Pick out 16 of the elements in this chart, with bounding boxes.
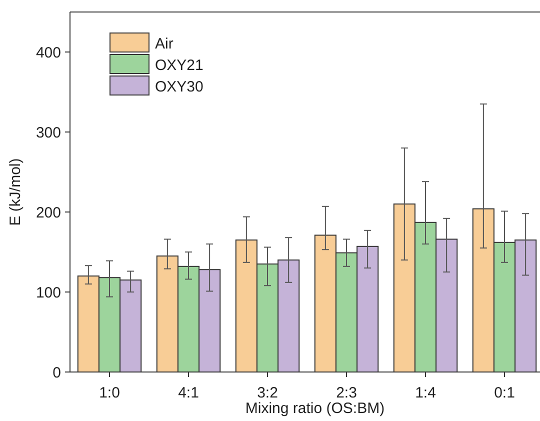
x-tick-label: 4:1 [178, 384, 199, 402]
y-tick-label: 0 [52, 364, 61, 382]
legend-label: OXY30 [155, 78, 204, 96]
x-axis-title: Mixing ratio (OS:BM) [245, 400, 385, 417]
y-axis-title: E (kJ/mol) [7, 158, 24, 226]
x-tick-label: 1:0 [99, 384, 120, 402]
y-tick-label: 400 [36, 44, 61, 62]
x-tick-label: 3:2 [257, 384, 278, 402]
x-tick-label: 0:1 [494, 384, 515, 402]
x-tick-label: 2:3 [336, 384, 357, 402]
y-tick-label: 200 [36, 204, 61, 222]
y-tick-label: 100 [36, 284, 61, 302]
x-tick-label: 1:4 [415, 384, 436, 402]
legend-label: OXY21 [155, 56, 204, 74]
y-tick-label: 300 [36, 124, 61, 142]
legend-label: Air [155, 35, 174, 52]
